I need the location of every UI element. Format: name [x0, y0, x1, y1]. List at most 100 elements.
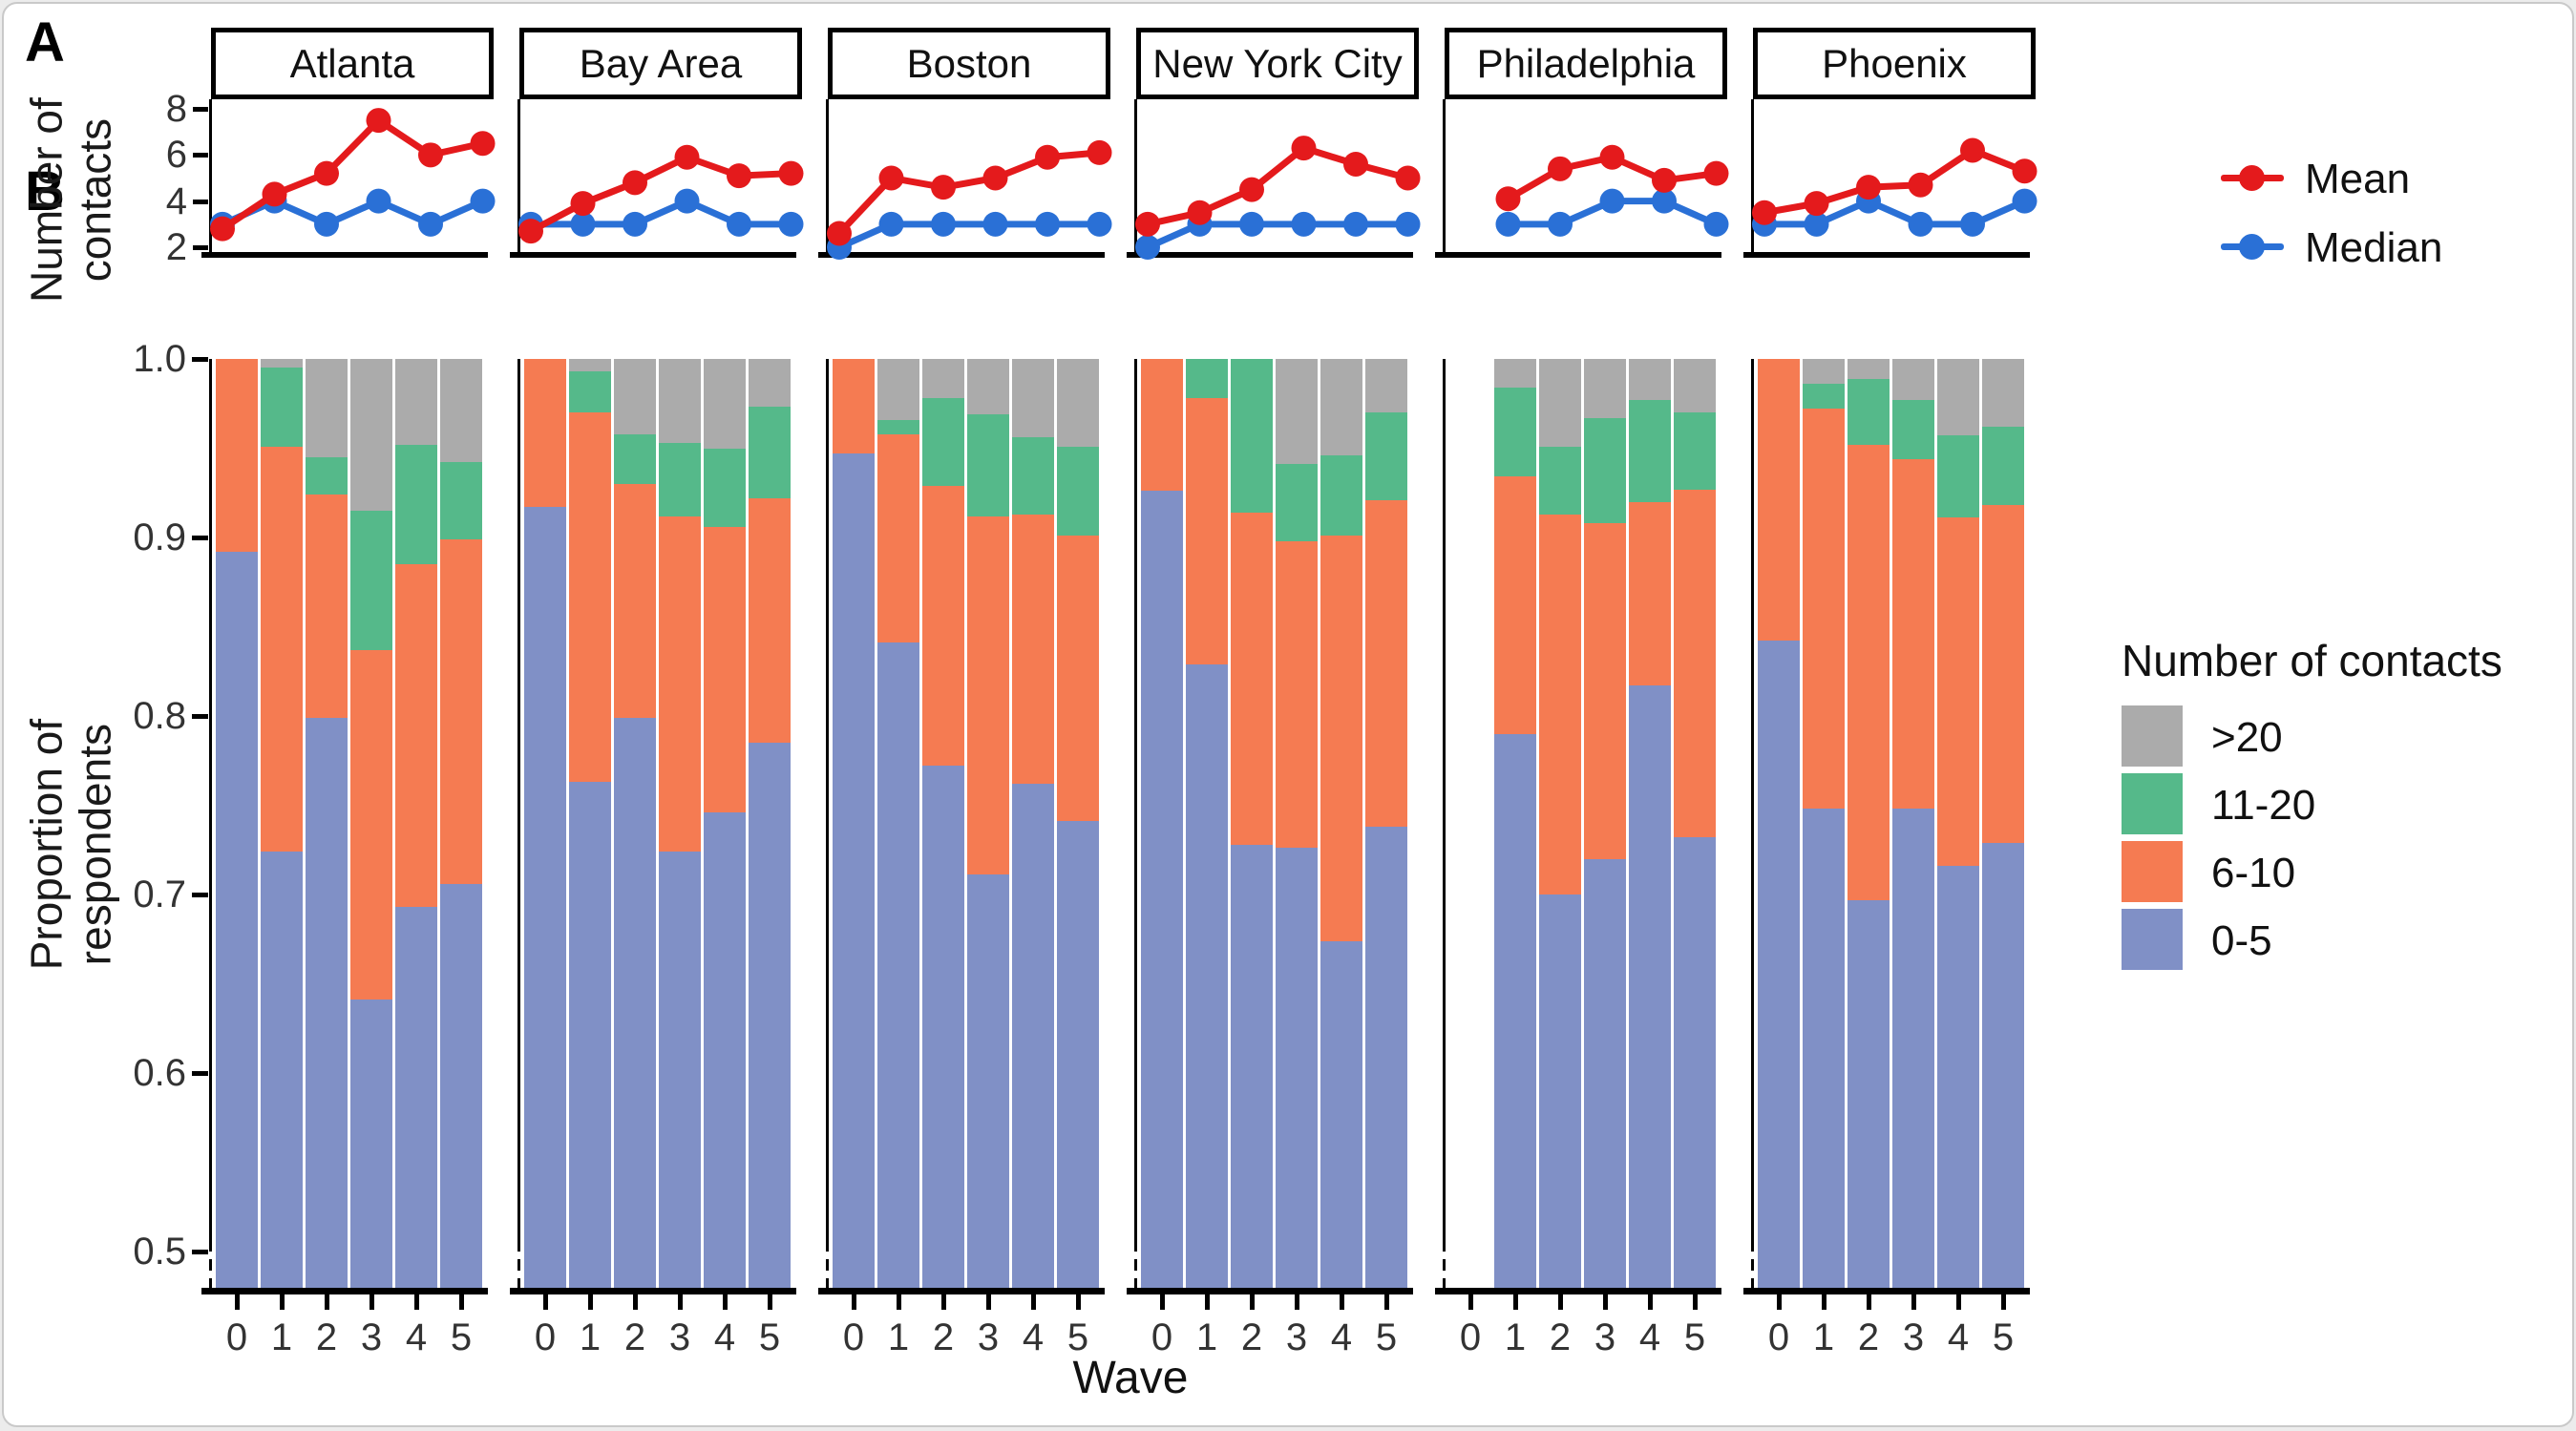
- bar-segment-11-20: [749, 407, 791, 498]
- median-point: [1291, 211, 1317, 237]
- panel-a-ytick-mark: [193, 199, 208, 204]
- stacked-bar-bay-area-wave-3: [659, 359, 701, 1288]
- bar-segment-0-5: [1231, 844, 1273, 1288]
- bar-segment-11-20: [1803, 384, 1845, 410]
- bar-segment-6-10: [350, 649, 392, 1000]
- mean-line: [529, 153, 792, 235]
- mean-point: [470, 131, 496, 157]
- panel-a-y-axis-line: [517, 99, 520, 254]
- mean-point: [1652, 167, 1677, 193]
- stacked-bar-boston-wave-3: [967, 359, 1009, 1288]
- bar-segment-6-10: [524, 359, 566, 508]
- panel-b-xtick-mark: [280, 1294, 285, 1310]
- median-point: [366, 188, 391, 214]
- panel-b-xtick-mark: [1384, 1294, 1389, 1310]
- panel-a-ytick-mark: [193, 245, 208, 250]
- bar-segment-gt20: [659, 359, 701, 443]
- panel-a-lines-boston: [827, 139, 1112, 260]
- bar-segment-11-20: [395, 444, 437, 565]
- mean-point: [314, 160, 339, 186]
- bar-segment-6-10: [1848, 444, 1890, 900]
- bar-segment-gt20: [922, 359, 964, 399]
- legend-swatch-05-icon: [2122, 909, 2183, 970]
- bar-segment-11-20: [1848, 378, 1890, 445]
- panel-a-ytick-label: 4: [165, 179, 187, 222]
- panel-b-ytick-mark: [192, 714, 208, 719]
- bar-segment-6-10: [833, 359, 875, 454]
- stacked-bar-new-york-city-wave-4: [1320, 359, 1362, 1288]
- stacked-bar-philadelphia-wave-1: [1494, 359, 1536, 1288]
- bar-segment-6-10: [967, 516, 1009, 875]
- panel-a-y-axis-line: [1443, 99, 1446, 254]
- bar-segment-11-20: [261, 368, 303, 447]
- panel-b-ytick-mark: [192, 893, 208, 897]
- panel-b-xtick-mark: [633, 1294, 638, 1310]
- median-point: [1908, 211, 1933, 237]
- bar-segment-0-5: [395, 907, 437, 1288]
- bar-segment-6-10: [1982, 505, 2024, 843]
- panel-b-x-axis-line: [1743, 1288, 2030, 1294]
- mean-point: [1856, 175, 1881, 200]
- panel-b-xtick-mark: [941, 1294, 946, 1310]
- bar-segment-11-20: [877, 419, 919, 434]
- median-line: [837, 221, 1100, 251]
- bar-segment-gt20: [1494, 359, 1536, 388]
- legend-b-item-label: >20: [2211, 714, 2283, 761]
- panel-b-xtick-label: 0: [1151, 1316, 1173, 1358]
- stacked-bar-bay-area-wave-5: [749, 359, 791, 1288]
- stacked-bar-phoenix-wave-4: [1937, 359, 1979, 1288]
- bar-segment-11-20: [569, 371, 611, 413]
- median-point: [1495, 211, 1521, 237]
- bar-segment-11-20: [306, 456, 348, 495]
- bar-segment-0-5: [1674, 837, 1716, 1288]
- mean-point: [1752, 200, 1777, 225]
- median-point: [2012, 188, 2038, 214]
- panel-b-y-axis-dash: [826, 1278, 829, 1290]
- median-point: [1239, 211, 1264, 237]
- panel-b-xtick-label: 2: [315, 1316, 338, 1358]
- bar-segment-gt20: [1320, 359, 1362, 455]
- panel-b-xtick-label: 5: [1992, 1316, 2015, 1358]
- stacked-bar-phoenix-wave-3: [1892, 359, 1934, 1288]
- legend-b-item-label: 6-10: [2211, 850, 2296, 896]
- panel-b-xtick-mark: [723, 1294, 728, 1310]
- median-point: [1703, 211, 1729, 237]
- mean-line: [1763, 146, 2026, 217]
- mean-point: [262, 181, 287, 207]
- panel-a-y-axis-line: [1134, 99, 1137, 254]
- bar-segment-11-20: [1539, 446, 1581, 515]
- panel-a-x-axis-line: [510, 252, 796, 258]
- bar-segment-11-20: [967, 413, 1009, 516]
- panel-a-ytick-label: 8: [165, 87, 187, 130]
- panel-b-xtick-label: 0: [1459, 1316, 1482, 1358]
- mean-point: [418, 142, 443, 168]
- panel-b-xtick-label: 1: [1195, 1316, 1218, 1358]
- bar-segment-gt20: [704, 359, 746, 449]
- panel-b-y-axis-dash: [517, 1259, 520, 1271]
- bar-segment-11-20: [1057, 446, 1099, 537]
- panel-b-y-axis-dash: [517, 1278, 520, 1290]
- bar-segment-6-10: [1057, 536, 1099, 822]
- median-point: [1135, 235, 1160, 260]
- bar-segment-6-10: [1320, 536, 1362, 941]
- panel-a-x-axis-line: [201, 252, 488, 258]
- bar-segment-6-10: [1365, 499, 1407, 827]
- mean-point: [1395, 165, 1421, 191]
- median-point: [1652, 188, 1677, 214]
- panel-b-xtick-mark: [1693, 1294, 1698, 1310]
- panel-b-xtick-label: 1: [1504, 1316, 1527, 1358]
- panel-b-xtick-label: 1: [579, 1316, 602, 1358]
- panel-b-xtick-label: 5: [450, 1316, 473, 1358]
- stacked-bar-phoenix-wave-1: [1803, 359, 1845, 1288]
- bar-segment-gt20: [1539, 359, 1581, 447]
- panel-b-xtick-label: 5: [1066, 1316, 1089, 1358]
- stacked-bar-philadelphia-wave-3: [1584, 359, 1626, 1288]
- panel-b-ytick-label: 0.9: [133, 516, 186, 558]
- bar-segment-6-10: [749, 497, 791, 744]
- bar-segment-gt20: [350, 359, 392, 511]
- panel-b-xtick-label: 3: [977, 1316, 1000, 1358]
- panel-a-y-axis-line: [1751, 99, 1754, 254]
- panel-a-lines-philadelphia: [1495, 144, 1729, 237]
- stacked-bar-bay-area-wave-1: [569, 359, 611, 1288]
